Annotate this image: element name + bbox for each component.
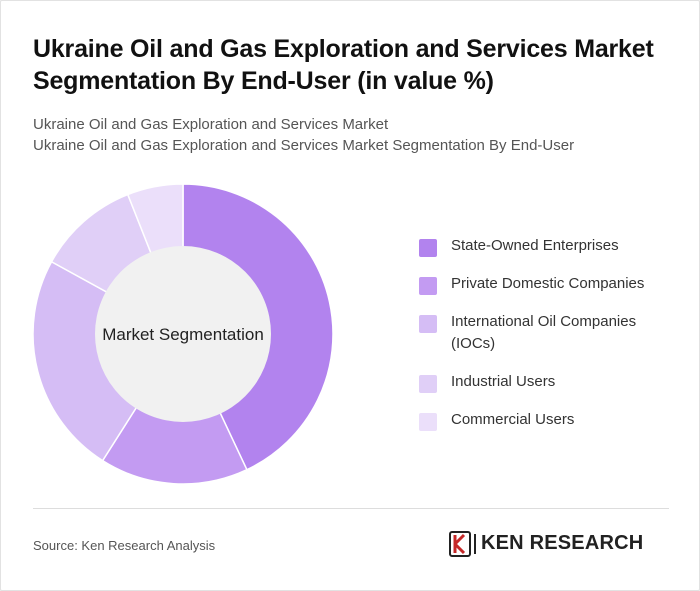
legend-swatch [419, 375, 437, 393]
legend-swatch [419, 239, 437, 257]
chart-title: Ukraine Oil and Gas Exploration and Serv… [33, 35, 654, 95]
chart-subtitle-line-1: Ukraine Oil and Gas Exploration and Serv… [33, 116, 389, 133]
legend-label: International Oil Companies (IOCs) [451, 313, 637, 352]
donut-center [95, 246, 271, 422]
legend-swatch [419, 277, 437, 295]
legend-swatch [419, 413, 437, 431]
legend-label: Commercial Users [451, 411, 575, 428]
chart-subtitle-line-2: Ukraine Oil and Gas Exploration and Serv… [33, 137, 575, 154]
legend-item: Private Domestic Companies [419, 273, 679, 295]
legend-item: State-Owned Enterprises [419, 235, 679, 257]
donut-chart: Market Segmentation [32, 183, 334, 485]
source-note: Source: Ken Research Analysis [33, 538, 216, 553]
legend-label: Industrial Users [451, 373, 556, 390]
donut-center-label: Market Segmentation [102, 325, 264, 344]
legend-item: International Oil Companies (IOCs) [419, 311, 679, 355]
legend-label: State-Owned Enterprises [451, 237, 619, 254]
legend-label: Private Domestic Companies [451, 275, 645, 292]
chart-legend: State-Owned Enterprises Private Domestic … [419, 235, 679, 431]
logo-wordmark: KEN RESEARCH [481, 532, 644, 554]
ken-research-logo: KEN RESEARCH [449, 531, 671, 557]
logo-separator [474, 534, 476, 554]
footer-divider [33, 508, 669, 509]
legend-swatch [419, 315, 437, 333]
ken-research-logo-icon [449, 531, 471, 557]
legend-item: Commercial Users [419, 409, 679, 431]
legend-item: Industrial Users [419, 371, 679, 393]
